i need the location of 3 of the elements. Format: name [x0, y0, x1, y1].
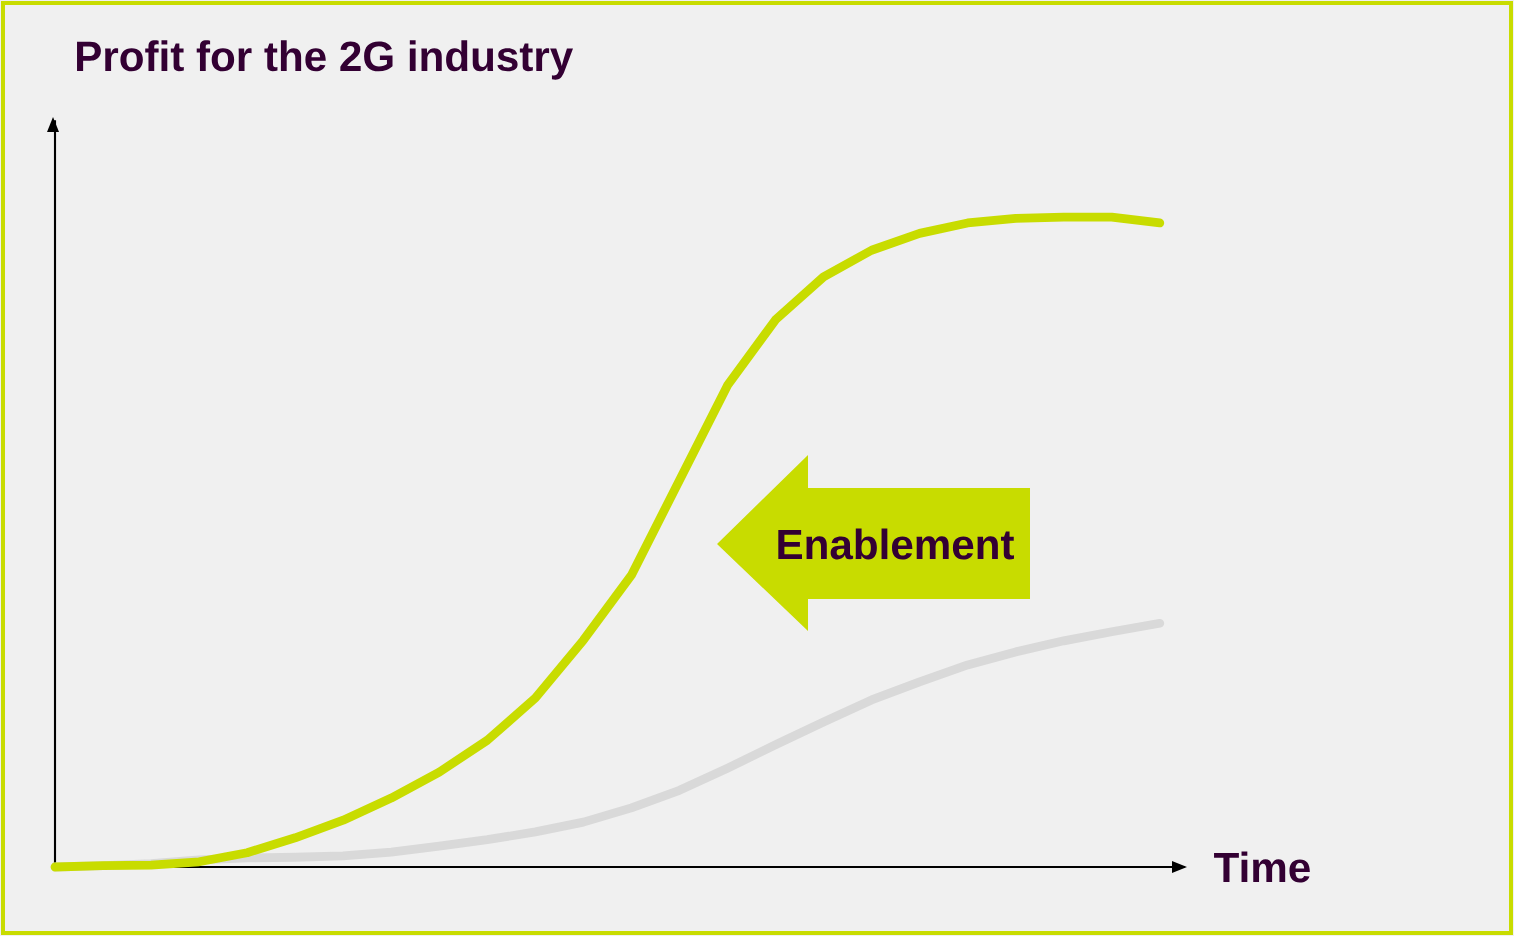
- annotation: Enablement: [778, 528, 1014, 560]
- y-axis-title: Profit for the 2G industry: [77, 40, 573, 80]
- x-axis-title: Time: [1214, 851, 1310, 883]
